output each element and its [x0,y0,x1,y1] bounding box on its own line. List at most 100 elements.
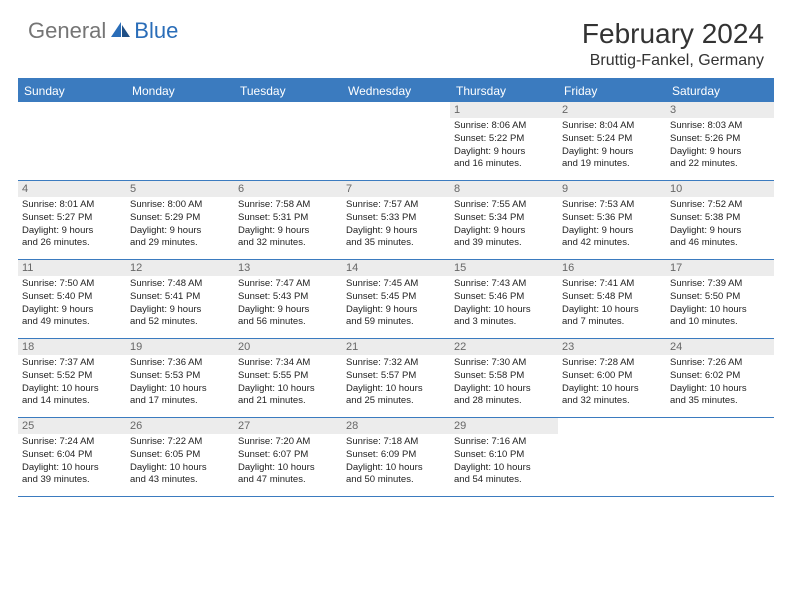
daylight-text: Daylight: 9 hours [346,225,446,238]
sunrise-text: Sunrise: 8:03 AM [670,120,770,133]
day-cell: 18Sunrise: 7:37 AMSunset: 5:52 PMDayligh… [18,339,126,417]
daylight-text: and 56 minutes. [238,316,338,329]
sunset-text: Sunset: 5:31 PM [238,212,338,225]
daylight-text: and 22 minutes. [670,158,770,171]
day-cell: 23Sunrise: 7:28 AMSunset: 6:00 PMDayligh… [558,339,666,417]
sunset-text: Sunset: 5:48 PM [562,291,662,304]
sunset-text: Sunset: 5:58 PM [454,370,554,383]
daylight-text: Daylight: 10 hours [346,383,446,396]
day-number: 16 [558,260,666,276]
daylight-text: Daylight: 10 hours [562,304,662,317]
day-cell: 6 Sunrise: 7:58 AMSunset: 5:31 PMDaylight… [234,181,342,259]
daylight-text: Daylight: 9 hours [22,304,122,317]
brand-part2: Blue [134,18,178,44]
logo-sail-icon [110,20,132,43]
daylight-text: Daylight: 10 hours [454,304,554,317]
daylight-text: Daylight: 9 hours [238,225,338,238]
daylight-text: Daylight: 9 hours [454,225,554,238]
day-cell: 8Sunrise: 7:55 AMSunset: 5:34 PMDaylight… [450,181,558,259]
sunset-text: Sunset: 5:29 PM [130,212,230,225]
day-number: 6 [234,181,342,197]
calendar-body: 1Sunrise: 8:06 AMSunset: 5:22 PMDaylight… [18,102,774,497]
sunrise-text: Sunrise: 7:22 AM [130,436,230,449]
day-number: 15 [450,260,558,276]
sunset-text: Sunset: 5:50 PM [670,291,770,304]
empty-day-cell [126,102,234,180]
sunrise-text: Sunrise: 7:57 AM [346,199,446,212]
daylight-text: and 39 minutes. [22,474,122,487]
daylight-text: Daylight: 10 hours [454,383,554,396]
sunset-text: Sunset: 6:00 PM [562,370,662,383]
day-number: 29 [450,418,558,434]
sunset-text: Sunset: 6:05 PM [130,449,230,462]
sunrise-text: Sunrise: 7:36 AM [130,357,230,370]
weekday-label: Friday [558,80,666,102]
day-number: 20 [234,339,342,355]
sunrise-text: Sunrise: 7:48 AM [130,278,230,291]
sunset-text: Sunset: 5:52 PM [22,370,122,383]
daylight-text: and 16 minutes. [454,158,554,171]
daylight-text: and 14 minutes. [22,395,122,408]
sunset-text: Sunset: 5:26 PM [670,133,770,146]
sunset-text: Sunset: 5:55 PM [238,370,338,383]
sunrise-text: Sunrise: 7:30 AM [454,357,554,370]
daylight-text: and 28 minutes. [454,395,554,408]
sunrise-text: Sunrise: 7:47 AM [238,278,338,291]
sunrise-text: Sunrise: 8:01 AM [22,199,122,212]
daylight-text: and 50 minutes. [346,474,446,487]
sunrise-text: Sunrise: 7:26 AM [670,357,770,370]
weekday-label: Tuesday [234,80,342,102]
daylight-text: Daylight: 10 hours [130,383,230,396]
daylight-text: and 39 minutes. [454,237,554,250]
sunrise-text: Sunrise: 8:04 AM [562,120,662,133]
day-cell: 27Sunrise: 7:20 AMSunset: 6:07 PMDayligh… [234,418,342,496]
daylight-text: and 35 minutes. [670,395,770,408]
daylight-text: Daylight: 9 hours [130,304,230,317]
daylight-text: and 25 minutes. [346,395,446,408]
daylight-text: Daylight: 10 hours [670,304,770,317]
daylight-text: Daylight: 10 hours [22,383,122,396]
sunrise-text: Sunrise: 7:24 AM [22,436,122,449]
sunrise-text: Sunrise: 7:58 AM [238,199,338,212]
day-cell: 1Sunrise: 8:06 AMSunset: 5:22 PMDaylight… [450,102,558,180]
weekday-label: Monday [126,80,234,102]
week-row: 11Sunrise: 7:50 AMSunset: 5:40 PMDayligh… [18,260,774,339]
sunset-text: Sunset: 5:46 PM [454,291,554,304]
daylight-text: Daylight: 10 hours [130,462,230,475]
weekday-label: Wednesday [342,80,450,102]
location: Bruttig-Fankel, Germany [582,52,764,70]
day-number: 23 [558,339,666,355]
daylight-text: Daylight: 9 hours [562,146,662,159]
daylight-text: and 54 minutes. [454,474,554,487]
sunset-text: Sunset: 5:22 PM [454,133,554,146]
day-number: 14 [342,260,450,276]
daylight-text: Daylight: 9 hours [22,225,122,238]
daylight-text: and 19 minutes. [562,158,662,171]
sunset-text: Sunset: 5:27 PM [22,212,122,225]
daylight-text: Daylight: 10 hours [454,462,554,475]
daylight-text: Daylight: 10 hours [238,383,338,396]
sunset-text: Sunset: 5:40 PM [22,291,122,304]
sunrise-text: Sunrise: 7:20 AM [238,436,338,449]
day-number: 7 [342,181,450,197]
day-cell: 7Sunrise: 7:57 AMSunset: 5:33 PMDaylight… [342,181,450,259]
day-number: 2 [558,102,666,118]
daylight-text: and 26 minutes. [22,237,122,250]
day-number: 27 [234,418,342,434]
day-number: 19 [126,339,234,355]
day-cell: 25Sunrise: 7:24 AMSunset: 6:04 PMDayligh… [18,418,126,496]
daylight-text: and 32 minutes. [562,395,662,408]
day-cell: 26Sunrise: 7:22 AMSunset: 6:05 PMDayligh… [126,418,234,496]
weekday-header-row: SundayMondayTuesdayWednesdayThursdayFrid… [18,80,774,102]
header: General Blue February 2024 Bruttig-Fanke… [0,0,792,78]
day-number: 8 [450,181,558,197]
sunrise-text: Sunrise: 7:45 AM [346,278,446,291]
daylight-text: and 46 minutes. [670,237,770,250]
sunset-text: Sunset: 5:24 PM [562,133,662,146]
day-cell: 3Sunrise: 8:03 AMSunset: 5:26 PMDaylight… [666,102,774,180]
sunset-text: Sunset: 6:02 PM [670,370,770,383]
daylight-text: and 42 minutes. [562,237,662,250]
sunrise-text: Sunrise: 7:50 AM [22,278,122,291]
sunset-text: Sunset: 5:34 PM [454,212,554,225]
sunrise-text: Sunrise: 7:37 AM [22,357,122,370]
